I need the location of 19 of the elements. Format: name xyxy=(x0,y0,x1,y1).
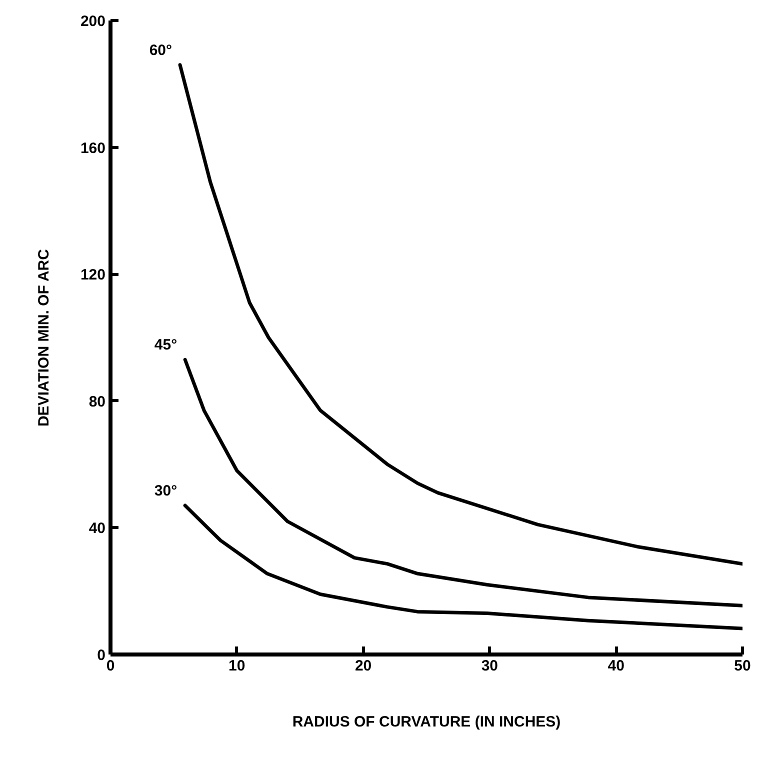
x-tick-label: 30 xyxy=(481,658,498,674)
line-series xyxy=(178,63,742,566)
series-label: 30° xyxy=(154,482,178,500)
series-label: 45° xyxy=(154,336,178,354)
y-tick-label: 0 xyxy=(97,647,106,664)
y-tick-label: 160 xyxy=(80,140,106,157)
line-series xyxy=(183,358,742,608)
y-tick-label: 40 xyxy=(88,520,106,538)
y-tick-label: 120 xyxy=(80,266,106,284)
x-tick-label: 10 xyxy=(228,658,246,674)
x-tick-label: 20 xyxy=(354,658,372,674)
y-tick-label: 80 xyxy=(88,393,106,410)
x-axis-title: RADIUS OF CURVATURE (IN INCHES) xyxy=(292,714,561,730)
x-tick-label: 40 xyxy=(608,658,624,674)
line-series xyxy=(183,504,742,630)
x-tick-label: 50 xyxy=(734,658,751,674)
y-axis-title: DEVIATION MIN. OF ARC xyxy=(35,248,52,427)
y-tick-label: 200 xyxy=(80,13,106,30)
series-label: 60° xyxy=(149,42,172,59)
